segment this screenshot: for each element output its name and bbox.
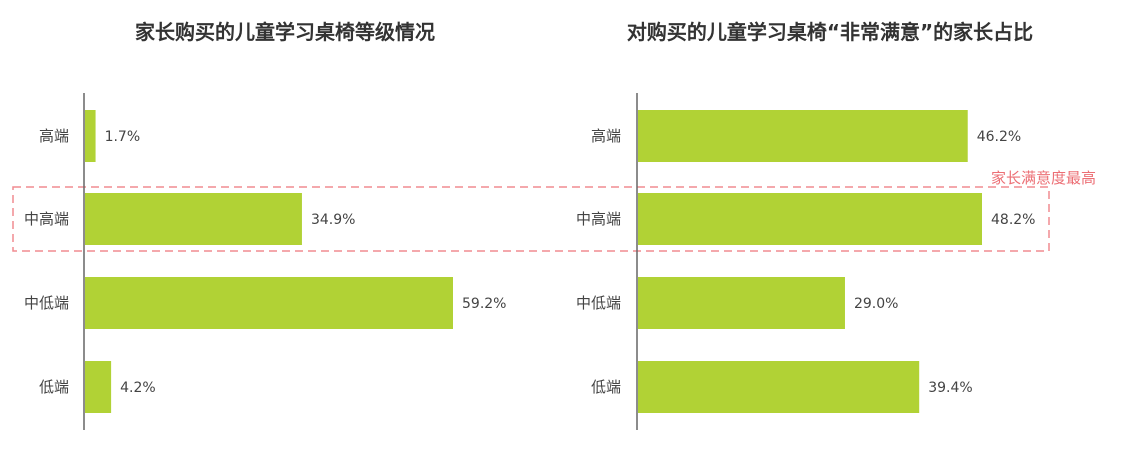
chart-title-left: 家长购买的儿童学习桌椅等级情况 (135, 20, 435, 44)
bar-left-1 (85, 193, 302, 245)
value-label-right-0: 46.2% (977, 129, 1021, 145)
value-label-left-0: 1.7% (105, 129, 141, 145)
chart-title-right: 对购买的儿童学习桌椅“非常满意”的家长占比 (626, 20, 1034, 44)
category-label-right-1: 中高端 (576, 210, 621, 228)
bar-right-2 (638, 277, 845, 329)
bar-right-1 (638, 193, 982, 245)
value-label-left-3: 4.2% (120, 380, 156, 396)
category-label-left-2: 中低端 (24, 294, 69, 312)
value-label-right-3: 39.4% (928, 380, 972, 396)
highlight-note: 家长满意度最高 (991, 169, 1096, 187)
value-label-left-2: 59.2% (462, 296, 506, 312)
bar-right-3 (638, 361, 920, 413)
value-label-right-1: 48.2% (991, 212, 1035, 228)
category-label-left-0: 高端 (39, 127, 69, 145)
category-label-left-3: 低端 (39, 378, 69, 396)
highlight-box (12, 186, 1050, 252)
bar-left-3 (85, 361, 112, 413)
value-label-right-2: 29.0% (854, 296, 898, 312)
category-label-right-0: 高端 (591, 127, 621, 145)
bar-left-2 (85, 277, 453, 329)
bar-left-0 (85, 110, 96, 162)
category-label-right-2: 中低端 (576, 294, 621, 312)
value-label-left-1: 34.9% (311, 212, 355, 228)
bar-right-0 (638, 110, 968, 162)
category-label-left-1: 中高端 (24, 210, 69, 228)
category-label-right-3: 低端 (591, 378, 621, 396)
